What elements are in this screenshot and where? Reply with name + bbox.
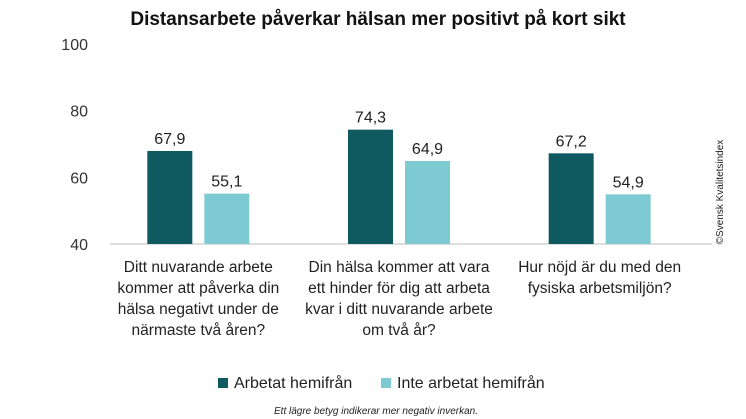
chart-title: Distansarbete påverkar hälsan mer positi…: [130, 9, 626, 30]
category-label-line: fysiska arbetsmiljön?: [528, 280, 672, 297]
footnote: Ett lägre betyg indikerar mer negativ in…: [274, 406, 478, 417]
y-tick-label: 40: [70, 237, 88, 254]
data-labels: 67,9 55,1 74,3 64,9 67,2 54,9: [154, 110, 644, 192]
category-labels: Ditt nuvarande arbete kommer att påverka …: [117, 259, 681, 339]
category-label-line: Din hälsa kommer att vara: [309, 259, 490, 276]
category-label-line: hälsa negativt under de: [118, 301, 279, 318]
category-label-line: kommer att påverka din: [117, 280, 279, 297]
data-label: 54,9: [613, 174, 644, 191]
y-tick-label: 80: [70, 104, 88, 121]
legend-swatch: [381, 378, 391, 388]
category-label-line: om två år?: [362, 322, 436, 339]
category-label: Ditt nuvarande arbete kommer att påverka …: [117, 259, 279, 339]
bar-arbetat-2: [548, 153, 594, 244]
legend-label: Arbetat hemifrån: [234, 374, 352, 392]
y-tick-label: 60: [70, 170, 88, 187]
bar-arbetat-0: [147, 151, 193, 244]
bar-arbetat-1: [348, 129, 393, 244]
bar-inte-arbetat-2: [605, 194, 651, 244]
data-label: 55,1: [211, 174, 242, 191]
legend-swatch: [218, 378, 228, 388]
category-label-line: Ditt nuvarande arbete: [124, 259, 273, 276]
bar-inte-arbetat-0: [204, 193, 250, 244]
bar-inte-arbetat-1: [405, 161, 450, 244]
legend-label: Inte arbetat hemifrån: [397, 374, 545, 392]
data-label: 67,9: [154, 131, 185, 148]
legend: Arbetat hemifrån Inte arbetat hemifrån: [218, 374, 545, 392]
category-label: Hur nöjd är du med den fysiska arbetsmilj…: [518, 259, 681, 297]
data-label: 74,3: [355, 110, 386, 127]
bars: [147, 129, 651, 244]
category-label-line: ett hinder för dig att arbeta: [308, 280, 490, 297]
category-label-line: närmaste två åren?: [132, 322, 266, 339]
data-label: 64,9: [412, 141, 443, 158]
y-axis: 40 60 80 100: [61, 37, 88, 254]
credit-text: ©Svensk Kvalitetsindex: [715, 140, 726, 245]
category-label-line: kvar i ditt nuvarande arbete: [305, 301, 493, 318]
category-label: Din hälsa kommer att vara ett hinder för …: [305, 259, 493, 339]
data-label: 67,2: [556, 133, 587, 150]
category-label-line: Hur nöjd är du med den: [518, 259, 681, 276]
y-tick-label: 100: [61, 37, 88, 54]
